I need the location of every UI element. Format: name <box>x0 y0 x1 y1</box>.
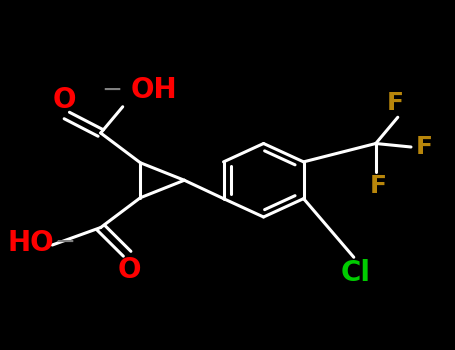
Text: F: F <box>369 174 386 198</box>
Text: F: F <box>415 135 432 159</box>
Text: HO: HO <box>8 229 55 257</box>
Text: O: O <box>117 256 141 284</box>
Text: OH: OH <box>131 76 177 104</box>
Text: F: F <box>387 91 404 116</box>
Text: ─: ─ <box>58 231 73 255</box>
Text: Cl: Cl <box>341 259 371 287</box>
Text: O: O <box>53 86 76 114</box>
Text: ─: ─ <box>104 79 119 103</box>
